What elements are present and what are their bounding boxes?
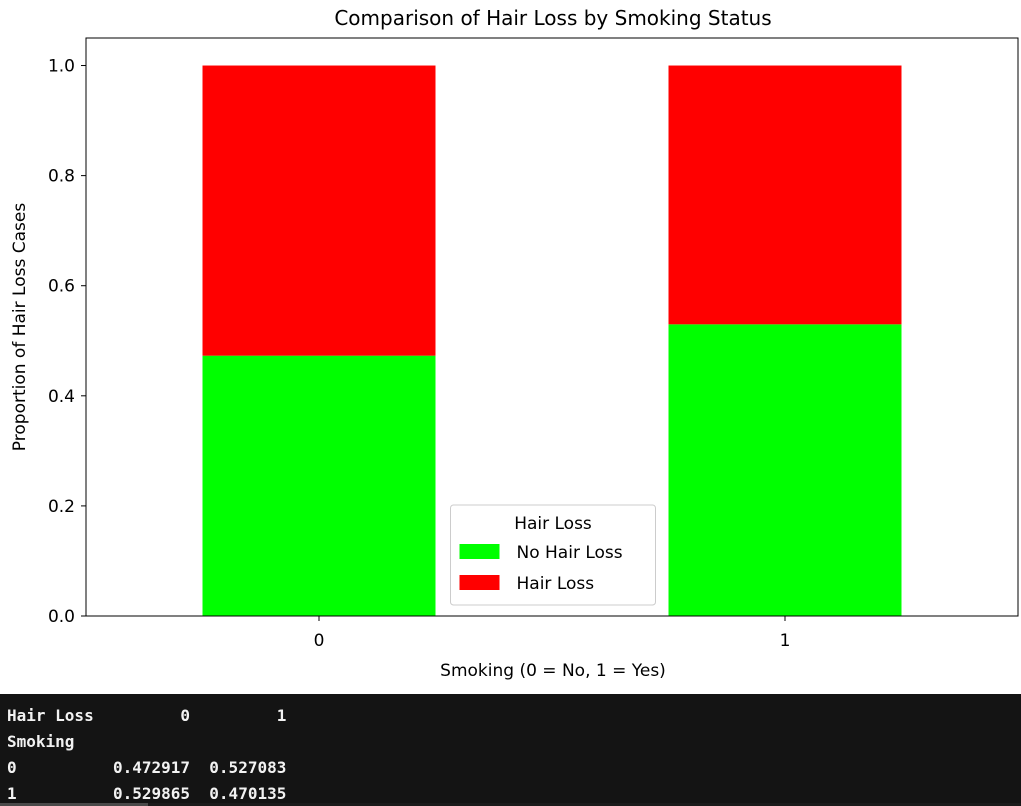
bar-no-hair-loss-0 (202, 355, 436, 616)
legend-swatch (459, 575, 500, 590)
legend-entry: Hair Loss (517, 574, 595, 594)
bar-hair-loss-1 (668, 65, 902, 325)
console-output: Hair Loss 0 1 Smoking 0 0.472917 0.52708… (0, 694, 1021, 806)
console-scrollbar-thumb[interactable] (0, 803, 148, 806)
y-tick-label: 0.8 (48, 167, 75, 187)
legend-title: Hair Loss (514, 514, 592, 534)
legend: Hair Loss No Hair Loss Hair Loss (450, 504, 656, 606)
x-tick-label: 1 (780, 631, 791, 651)
x-tick-label: 0 (314, 631, 325, 651)
bars (202, 65, 902, 616)
bar-hair-loss-0 (202, 65, 436, 356)
legend-entry: No Hair Loss (517, 543, 623, 563)
legend-box (450, 504, 656, 606)
y-axis-label: Proportion of Hair Loss Cases (10, 203, 30, 452)
y-tick-label: 0.6 (48, 277, 75, 297)
y-tick-label: 1.0 (48, 57, 75, 77)
console-scrollbar[interactable] (0, 803, 1021, 806)
chart: Comparison of Hair Loss by Smoking Statu… (10, 6, 1019, 681)
y-tick-label: 0.2 (48, 497, 75, 517)
console-text: Hair Loss 0 1 Smoking 0 0.472917 0.52708… (7, 706, 287, 803)
legend-swatch (459, 544, 500, 559)
x-axis-label: Smoking (0 = No, 1 = Yes) (440, 661, 666, 681)
y-axis-ticks: 0.0 0.2 0.4 0.6 0.8 1.0 (48, 57, 86, 627)
chart-title: Comparison of Hair Loss by Smoking Statu… (334, 6, 771, 30)
figure: Comparison of Hair Loss by Smoking Statu… (10, 6, 1019, 681)
plot-frame (85, 37, 1019, 617)
y-tick-label: 0.0 (48, 607, 75, 627)
bar-no-hair-loss-1 (668, 324, 902, 616)
y-tick-label: 0.4 (48, 387, 75, 407)
